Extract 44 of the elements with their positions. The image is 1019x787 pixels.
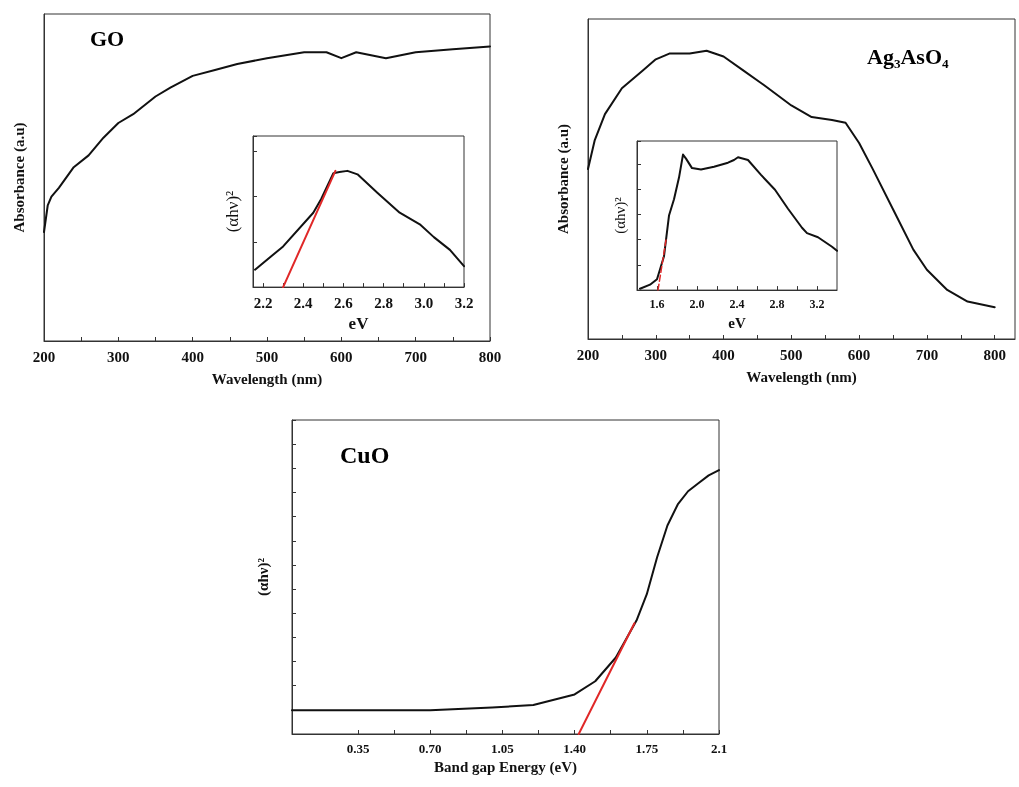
- x-axis-title: Wavelength (nm): [211, 370, 323, 388]
- y-axis-title: (αhν)²: [611, 196, 629, 234]
- x-tick-label: 1.75: [635, 741, 659, 756]
- x-tick-label: 3.2: [454, 294, 474, 311]
- y-axis-title: (αhν)²: [223, 190, 242, 233]
- x-tick-label: 3.2: [809, 297, 825, 312]
- x-tick-label: 2.1: [710, 741, 728, 756]
- x-tick-label: 700: [404, 348, 427, 365]
- x-axis-title: Wavelength (nm): [746, 368, 857, 386]
- y-axis-title: Absorbance (a.u): [554, 123, 572, 235]
- chart-title: CuO: [340, 442, 390, 468]
- x-tick-label: 800: [478, 348, 502, 365]
- x-tick-label: 1.05: [491, 741, 515, 756]
- x-tick-label: 2.6: [334, 294, 354, 311]
- chart-title: GO: [90, 25, 125, 51]
- x-tick-label: 500: [255, 348, 279, 365]
- x-tick-label: 400: [712, 346, 735, 363]
- x-tick-label: 2.4: [293, 294, 314, 311]
- x-tick-label: 0.70: [418, 741, 442, 756]
- x-tick-label: 500: [780, 346, 803, 363]
- x-tick-label: 1.6: [649, 297, 665, 312]
- x-tick-label: 0.35: [346, 741, 370, 756]
- x-tick-label: 2.8: [374, 294, 393, 311]
- y-axis-title: (αhν)²: [254, 557, 272, 596]
- x-tick-label: 400: [181, 348, 204, 365]
- x-axis-title: eV: [348, 314, 370, 333]
- x-tick-label: 300: [644, 346, 668, 363]
- x-tick-label: 1.40: [563, 741, 586, 756]
- x-tick-label: 600: [847, 346, 871, 363]
- x-tick-label: 200: [576, 346, 600, 363]
- x-tick-label: 2.4: [729, 297, 745, 312]
- x-tick-label: 800: [983, 346, 1006, 363]
- x-tick-label: 3.0: [414, 294, 434, 311]
- x-tick-label: 200: [32, 348, 56, 365]
- x-tick-label: 2.2: [253, 294, 273, 311]
- y-axis-title: Absorbance (a.u): [10, 122, 28, 233]
- x-tick-label: 300: [107, 348, 130, 365]
- x-tick-label: 2.0: [689, 297, 705, 312]
- x-axis-title: eV: [728, 314, 746, 331]
- chart-title: Ag₃AsO₄: [867, 43, 950, 69]
- x-tick-label: 600: [330, 348, 353, 365]
- x-tick-label: 2.8: [769, 297, 785, 312]
- x-axis-title: Band gap Energy (eV): [434, 759, 577, 777]
- x-tick-label: 700: [915, 346, 939, 363]
